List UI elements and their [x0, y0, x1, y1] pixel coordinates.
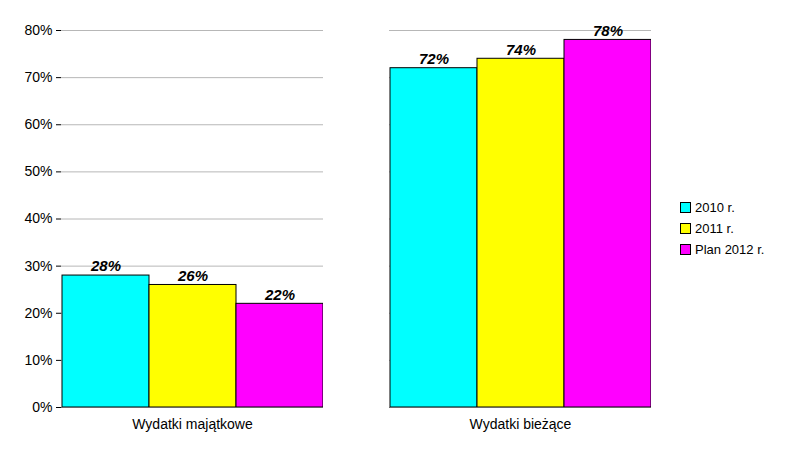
svg-text:40%: 40%	[24, 210, 52, 226]
html-text:2011 r.: 2011 r.	[695, 221, 734, 236]
svg-text:78%: 78%	[593, 22, 623, 39]
svg-text:20%: 20%	[24, 305, 52, 321]
svg-text:72%: 72%	[419, 50, 449, 67]
svg-text:Wydatki bieżące: Wydatki bieżące	[470, 416, 572, 432]
svg-text:50%: 50%	[24, 163, 52, 179]
svg-text:26%: 26%	[177, 267, 208, 284]
svg-text:74%: 74%	[506, 41, 536, 58]
html-text:2010 r.: 2010 r.	[695, 200, 735, 215]
svg-text:70%: 70%	[24, 69, 52, 85]
svg-text:60%: 60%	[24, 116, 52, 132]
svg-text:22%: 22%	[264, 286, 295, 303]
svg-text:10%: 10%	[24, 352, 52, 368]
svg-text:30%: 30%	[24, 258, 52, 274]
html-text:Plan 2012 r.: Plan 2012 r.	[695, 242, 765, 257]
svg-text:0%: 0%	[32, 399, 52, 415]
svg-text:28%: 28%	[90, 257, 121, 274]
svg-text:80%: 80%	[24, 22, 52, 38]
svg-text:Wydatki majątkowe: Wydatki majątkowe	[132, 416, 253, 432]
